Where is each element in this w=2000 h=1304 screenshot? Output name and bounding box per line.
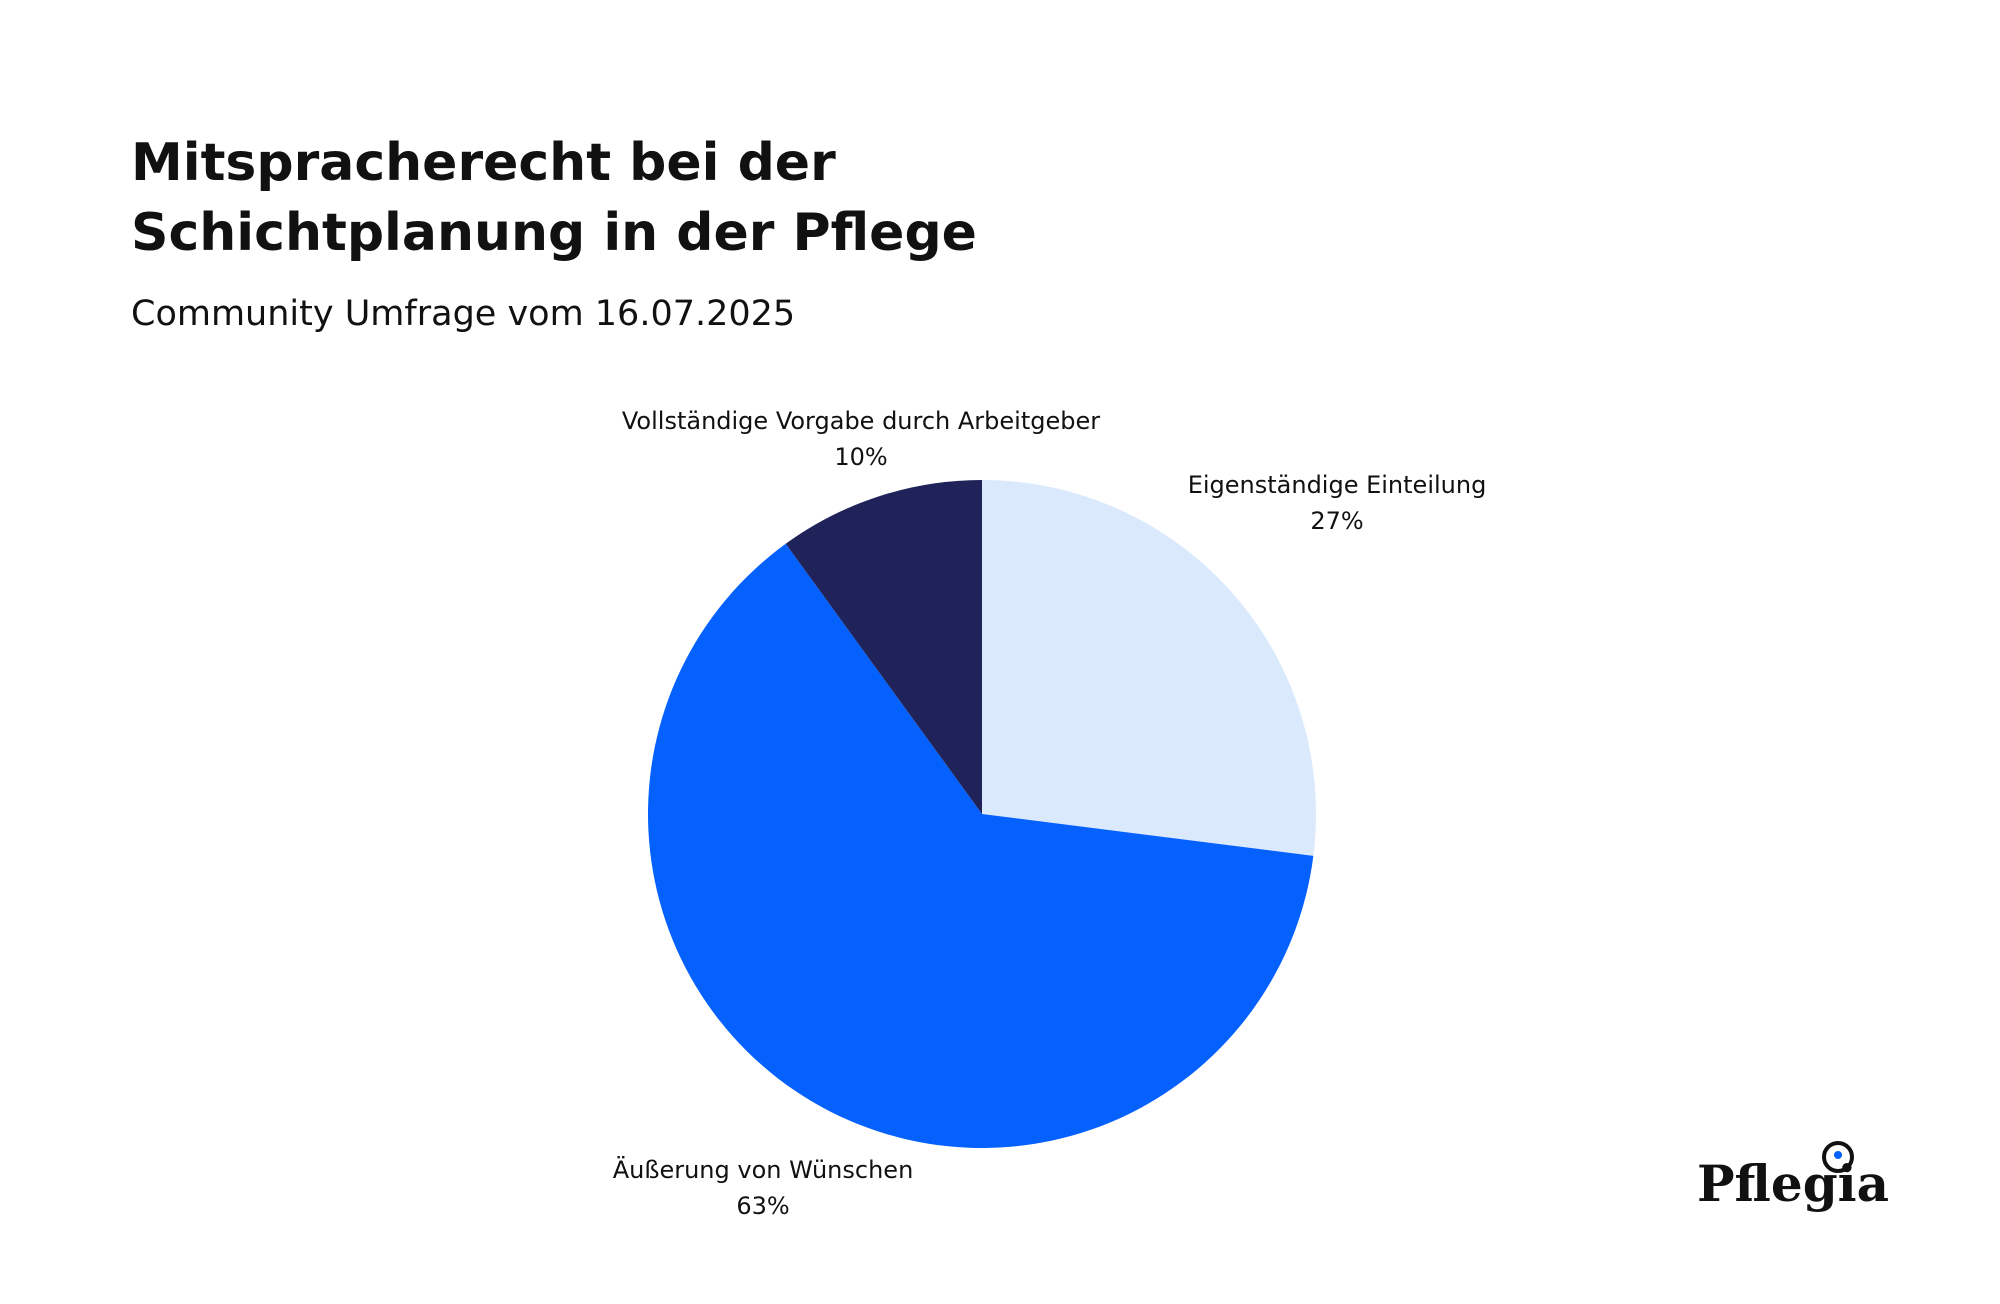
pie-slice — [982, 480, 1316, 856]
logo-icon — [1822, 1141, 1854, 1173]
chart-title: Mitspracherecht bei der — [131, 133, 836, 193]
slice-value-label: 27% — [1310, 507, 1363, 535]
chart-title: Schichtplanung in der Pflege — [131, 203, 977, 263]
slice-label: Eigenständige Einteilung — [1188, 471, 1487, 499]
chart-subtitle: Community Umfrage vom 16.07.2025 — [131, 294, 795, 334]
slice-value-label: 10% — [834, 443, 887, 471]
pie-slice — [785, 480, 982, 814]
slice-label: Äußerung von Wünschen — [613, 1155, 914, 1184]
slice-value-label: 63% — [736, 1192, 789, 1220]
logo: Pflegia — [1697, 1154, 1889, 1213]
slice-label: Vollständige Vorgabe durch Arbeitgeber — [622, 407, 1100, 435]
pie-slice — [648, 543, 1314, 1148]
